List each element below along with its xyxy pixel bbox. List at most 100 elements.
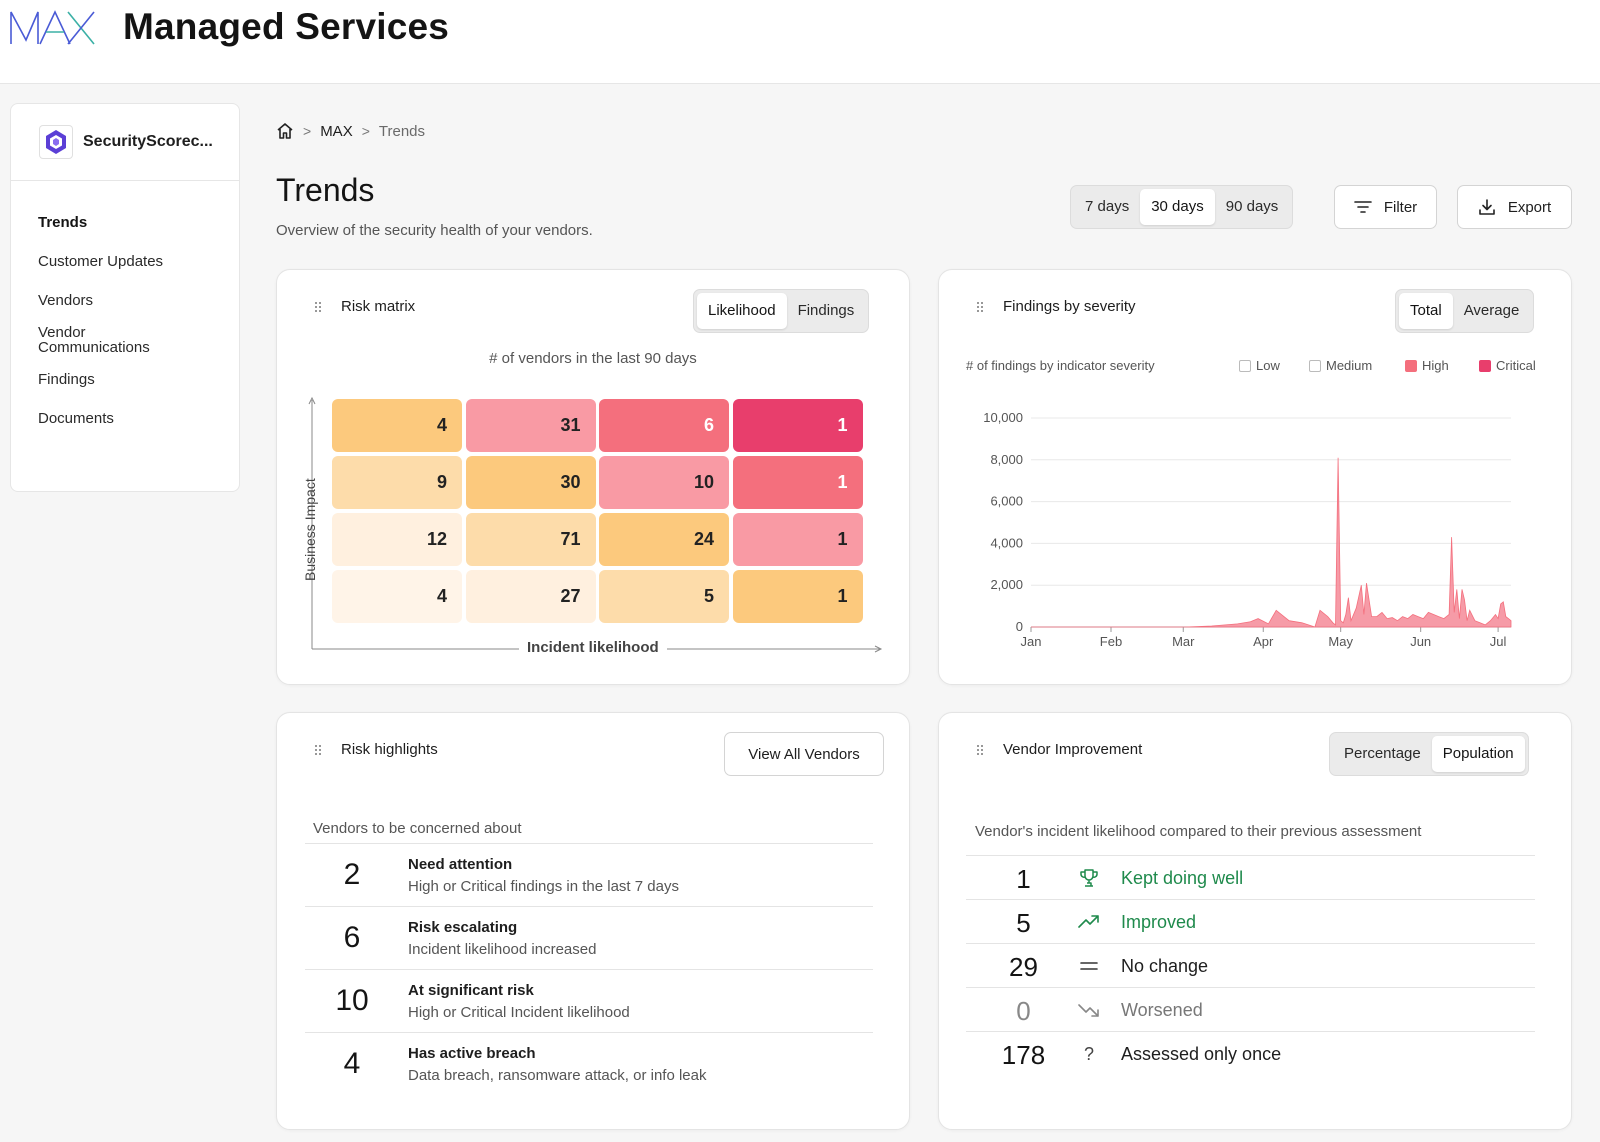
trophy-icon — [1078, 867, 1100, 889]
y-tick-label: 6,000 — [990, 494, 1023, 509]
matrix-cell[interactable]: 12 — [332, 513, 462, 566]
drag-handle-icon[interactable] — [315, 745, 323, 759]
risk-matrix-subtitle: # of vendors in the last 90 days — [489, 350, 697, 367]
improvement-count: 1 — [1016, 864, 1031, 894]
legend-low[interactable]: Low — [1239, 358, 1280, 373]
highlight-desc: High or Critical findings in the last 7 … — [408, 878, 679, 895]
matrix-cell[interactable]: 10 — [599, 456, 729, 509]
org-name: SecurityScorec... — [83, 133, 213, 150]
vendor-improvement-title: Vendor Improvement — [1003, 741, 1143, 758]
improvement-subtitle: Vendor's incident likelihood compared to… — [975, 823, 1422, 840]
highlight-desc: Data breach, ransomware attack, or info … — [408, 1067, 707, 1084]
matrix-cell[interactable]: 24 — [599, 513, 729, 566]
improvement-row[interactable]: 178 ? Assessed only once — [966, 1031, 1535, 1076]
improvement-row[interactable]: 0 Worsened — [966, 987, 1535, 1032]
y-tick-label: 4,000 — [990, 535, 1023, 550]
legend-medium-swatch — [1309, 359, 1321, 372]
sidebar-item-vendor-communications[interactable]: Vendor Communications — [38, 324, 150, 356]
x-tick-label: Jan — [1021, 634, 1042, 649]
filter-button[interactable]: Filter — [1334, 185, 1437, 229]
legend-critical[interactable]: Critical — [1479, 358, 1536, 373]
drag-handle-icon[interactable] — [977, 745, 985, 759]
tab-likelihood[interactable]: Likelihood — [697, 293, 787, 329]
download-icon — [1479, 199, 1495, 215]
risk-highlights-subtitle: Vendors to be concerned about — [313, 820, 522, 837]
range-30-days[interactable]: 30 days — [1140, 189, 1215, 225]
x-tick-label: Mar — [1172, 634, 1195, 649]
legend-medium[interactable]: Medium — [1309, 358, 1372, 373]
tab-findings[interactable]: Findings — [797, 302, 855, 319]
matrix-cell[interactable]: 4 — [332, 570, 462, 623]
highlight-name: Has active breach — [408, 1045, 536, 1062]
legend-low-swatch — [1239, 359, 1251, 372]
x-tick-label: Apr — [1253, 634, 1274, 649]
drag-handle-icon[interactable] — [315, 302, 323, 316]
range-7-days[interactable]: 7 days — [1085, 198, 1130, 215]
sidebar-item-documents[interactable]: Documents — [38, 410, 114, 427]
tab-percentage[interactable]: Percentage — [1344, 745, 1421, 762]
legend-low-label: Low — [1256, 358, 1280, 373]
highlight-desc: Incident likelihood increased — [408, 941, 597, 958]
export-button[interactable]: Export — [1457, 185, 1572, 229]
matrix-cell[interactable]: 9 — [332, 456, 462, 509]
matrix-cell[interactable]: 31 — [465, 399, 596, 452]
series-area-high — [1031, 457, 1512, 628]
highlight-count: 4 — [343, 1047, 361, 1080]
improvement-row[interactable]: 5 Improved — [966, 899, 1535, 944]
matrix-cell[interactable]: 1 — [732, 513, 863, 566]
highlight-name: Need attention — [408, 856, 513, 873]
legend-high[interactable]: High — [1405, 358, 1449, 373]
home-icon[interactable] — [276, 122, 294, 140]
export-label: Export — [1507, 198, 1552, 216]
improvement-label: Assessed only once — [1121, 1044, 1282, 1064]
breadcrumb-root[interactable]: MAX — [320, 122, 353, 140]
trend-up-icon — [1078, 911, 1100, 933]
matrix-cell[interactable]: 6 — [599, 399, 729, 452]
x-tick-label: Feb — [1100, 634, 1122, 649]
sidebar-item-customer-updates[interactable]: Customer Updates — [38, 253, 164, 270]
y-tick-label: 2,000 — [990, 577, 1023, 592]
chevron-right-icon: > — [361, 123, 370, 139]
matrix-cell[interactable]: 1 — [732, 456, 863, 509]
findings-title: Findings by severity — [1003, 298, 1136, 315]
matrix-cell[interactable]: 1 — [732, 570, 863, 623]
range-selector: 7 days 30 days 90 days — [1070, 185, 1294, 229]
y-tick-label: 0 — [1016, 619, 1023, 634]
equals-icon — [1078, 955, 1100, 977]
highlight-desc: High or Critical Incident likelihood — [408, 1004, 630, 1021]
drag-handle-icon[interactable] — [977, 302, 985, 316]
max-logo[interactable] — [10, 10, 96, 46]
matrix-cell[interactable]: 1 — [732, 399, 863, 452]
improvement-row[interactable]: 1 Kept doing well — [966, 855, 1535, 900]
highlight-name: At significant risk — [408, 982, 534, 999]
improvement-row[interactable]: 29 No change — [966, 943, 1535, 988]
highlight-row[interactable]: 6 Risk escalating Incident likelihood in… — [305, 906, 873, 968]
tab-population[interactable]: Population — [1431, 736, 1525, 772]
risk-matrix-title: Risk matrix — [341, 298, 416, 315]
improvement-count: 178 — [1001, 1040, 1046, 1070]
improvement-label: Kept doing well — [1121, 868, 1244, 888]
matrix-cell[interactable]: 30 — [465, 456, 596, 509]
highlight-row[interactable]: 4 Has active breach Data breach, ransomw… — [305, 1032, 873, 1094]
view-all-vendors-button[interactable]: View All Vendors — [724, 732, 884, 776]
matrix-cell[interactable]: 4 — [332, 399, 462, 452]
matrix-cell[interactable]: 5 — [599, 570, 729, 623]
matrix-cell[interactable]: 71 — [465, 513, 596, 566]
org-switcher[interactable]: SecurityScorec... — [11, 104, 239, 181]
sidebar-item-findings[interactable]: Findings — [38, 371, 95, 388]
app-title: Managed Services — [123, 6, 450, 47]
range-90-days[interactable]: 90 days — [1225, 198, 1279, 215]
highlight-count: 6 — [343, 921, 361, 954]
y-tick-label: 8,000 — [990, 452, 1023, 467]
improvement-label: Improved — [1121, 912, 1197, 932]
tab-average[interactable]: Average — [1463, 302, 1520, 319]
risk-highlights-card: Risk highlights View All Vendors Vendors… — [276, 712, 910, 1130]
sidebar-item-trends[interactable]: Trends — [38, 214, 88, 231]
legend-medium-label: Medium — [1326, 358, 1373, 373]
tab-total[interactable]: Total — [1399, 293, 1453, 329]
highlight-count: 10 — [335, 984, 369, 1017]
highlight-row[interactable]: 2 Need attention High or Critical findin… — [305, 843, 873, 905]
matrix-cell[interactable]: 27 — [465, 570, 596, 623]
highlight-row[interactable]: 10 At significant risk High or Critical … — [305, 969, 873, 1031]
sidebar-item-vendors[interactable]: Vendors — [38, 292, 94, 309]
